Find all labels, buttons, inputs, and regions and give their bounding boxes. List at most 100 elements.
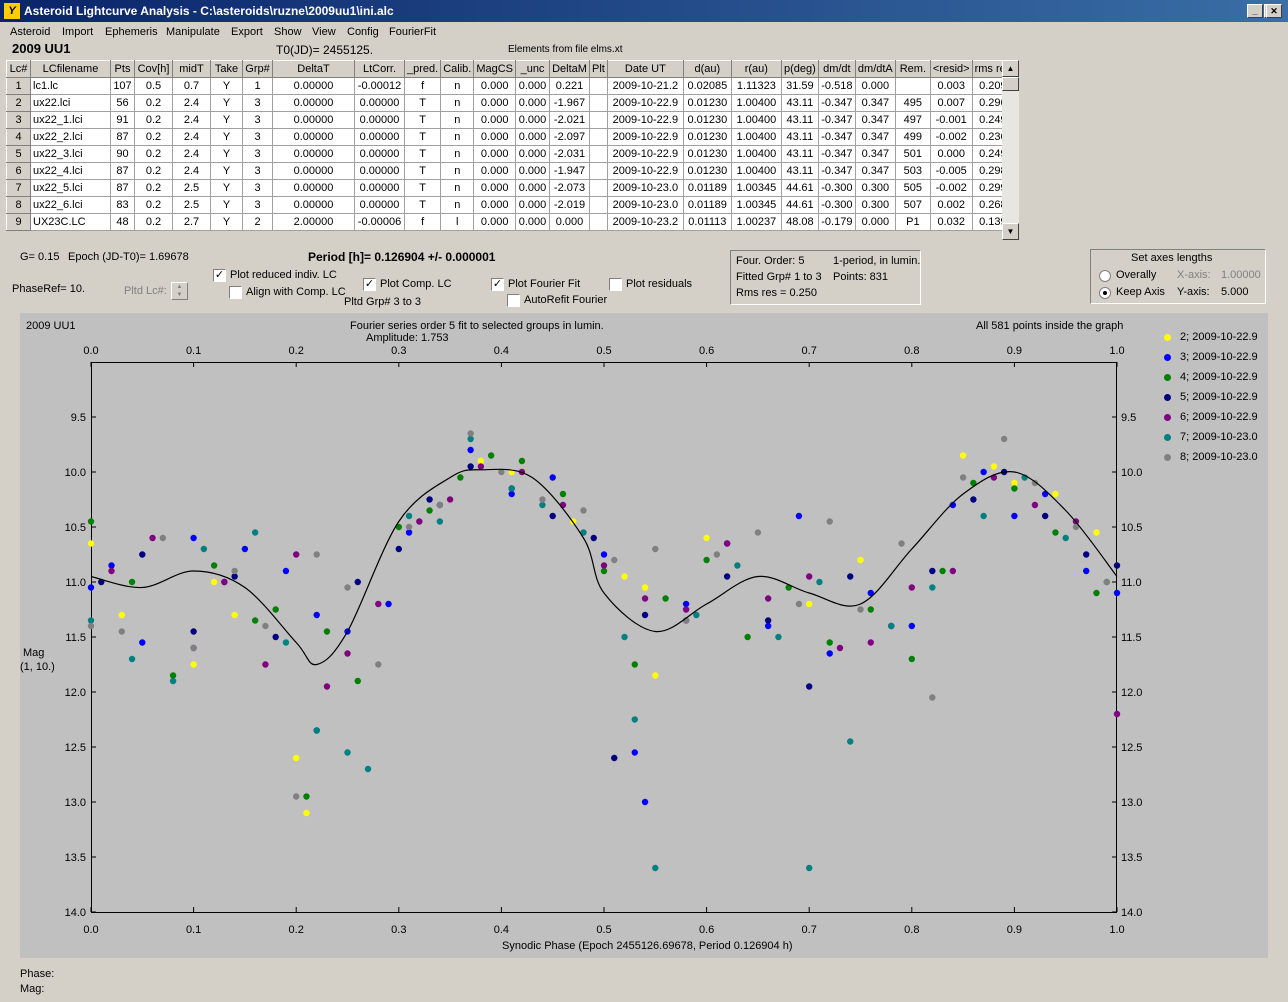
column-header[interactable]: <resid> bbox=[929, 60, 973, 78]
table-cell[interactable]: 43.11 bbox=[780, 162, 819, 180]
lightcurve-table[interactable]: Lc# LCfilename Pts Cov[h] midT Take Grp# DeltaT… bbox=[6, 60, 1015, 231]
column-header[interactable]: LtCorr. bbox=[354, 60, 405, 78]
overally-radio[interactable] bbox=[1099, 270, 1111, 282]
table-scrollbar[interactable]: ▲ ▼ bbox=[1002, 60, 1019, 240]
table-cell[interactable]: 0.032 bbox=[929, 213, 973, 231]
close-button[interactable]: ✕ bbox=[1266, 4, 1282, 18]
column-header[interactable]: Take bbox=[210, 60, 243, 78]
scroll-up-icon[interactable]: ▲ bbox=[1002, 60, 1019, 77]
menu-export[interactable]: Export bbox=[231, 26, 263, 38]
scroll-thumb[interactable] bbox=[1002, 77, 1019, 91]
keep-axis-radio[interactable] bbox=[1099, 287, 1111, 299]
table-cell[interactable]: 501 bbox=[894, 145, 931, 163]
table-cell[interactable]: 0.000 bbox=[549, 213, 591, 231]
table-cell[interactable]: T bbox=[403, 196, 442, 214]
table-cell[interactable]: 1.00400 bbox=[730, 94, 782, 112]
table-cell[interactable]: 2.4 bbox=[172, 111, 211, 129]
table-cell[interactable]: f bbox=[403, 213, 442, 231]
table-cell[interactable]: 2 bbox=[242, 213, 273, 231]
table-cell[interactable]: 0.2 bbox=[134, 94, 173, 112]
column-header[interactable]: r(au) bbox=[730, 60, 782, 78]
x-axis-value[interactable]: 1.00000 bbox=[1221, 269, 1261, 281]
column-header[interactable]: Plt bbox=[589, 60, 608, 78]
column-header[interactable]: DeltaM bbox=[549, 60, 591, 78]
plot-residuals-checkbox[interactable] bbox=[609, 278, 622, 291]
table-cell[interactable]: 0.00000 bbox=[272, 77, 355, 95]
table-cell[interactable]: 0.00000 bbox=[354, 162, 405, 180]
plot-fourier-checkbox[interactable]: ✓ bbox=[491, 278, 504, 291]
column-header[interactable]: Grp# bbox=[242, 60, 273, 78]
table-cell[interactable]: 0.01189 bbox=[682, 196, 732, 214]
table-cell[interactable]: l bbox=[440, 213, 475, 231]
table-cell[interactable]: 0.000 bbox=[473, 111, 517, 129]
table-cell[interactable]: 0.2 bbox=[134, 162, 173, 180]
table-row[interactable]: 9 UX23C.LC 48 0.2 2.7 Y 2 2.00000 -0.00006 f l 0.00… bbox=[6, 213, 1015, 231]
table-cell[interactable]: 499 bbox=[894, 128, 931, 146]
menu-manipulate[interactable]: Manipulate bbox=[166, 26, 220, 38]
column-header[interactable]: p(deg) bbox=[780, 60, 819, 78]
table-cell[interactable]: 0.2 bbox=[134, 213, 173, 231]
table-cell[interactable]: 2009-10-23.2 bbox=[606, 213, 684, 231]
menu-fourierfit[interactable]: FourierFit bbox=[389, 26, 437, 38]
table-cell[interactable]: 503 bbox=[894, 162, 931, 180]
table-row[interactable]: 1 lc1.lc 107 0.5 0.7 Y 1 0.00000 -0.00012 f n 0.000… bbox=[6, 77, 1015, 95]
pltd-lc-spinner[interactable]: ▲ ▼ bbox=[171, 282, 188, 300]
table-cell[interactable]: 0.000 bbox=[929, 145, 973, 163]
table-cell[interactable]: 0.300 bbox=[854, 196, 896, 214]
autorefit-checkbox[interactable] bbox=[507, 294, 520, 307]
table-cell[interactable]: -0.347 bbox=[817, 162, 856, 180]
table-cell[interactable]: 0.00000 bbox=[272, 111, 355, 129]
menu-view[interactable]: View bbox=[312, 26, 336, 38]
table-cell[interactable]: ux22_4.lci bbox=[30, 162, 111, 180]
table-cell[interactable]: 0.347 bbox=[854, 128, 896, 146]
plot-comp-checkbox[interactable]: ✓ bbox=[363, 278, 376, 291]
table-cell[interactable]: -0.005 bbox=[929, 162, 973, 180]
align-comp-checkbox[interactable] bbox=[229, 286, 242, 299]
menu-config[interactable]: Config bbox=[347, 26, 379, 38]
column-header[interactable]: _unc bbox=[515, 60, 551, 78]
table-cell[interactable]: 2009-10-23.0 bbox=[606, 179, 684, 197]
table-cell[interactable]: 1.00237 bbox=[730, 213, 782, 231]
menu-asteroid[interactable]: Asteroid bbox=[10, 26, 51, 38]
table-cell[interactable]: 0.00000 bbox=[354, 196, 405, 214]
table-cell[interactable]: 0.000 bbox=[473, 162, 517, 180]
table-cell[interactable]: n bbox=[440, 94, 475, 112]
scroll-down-icon[interactable]: ▼ bbox=[1002, 223, 1019, 240]
table-cell[interactable]: 2009-10-22.9 bbox=[606, 145, 684, 163]
plot-reduced-checkbox[interactable]: ✓ bbox=[213, 269, 226, 282]
row-header[interactable]: 6 bbox=[6, 162, 31, 180]
table-cell[interactable]: 0.000 bbox=[473, 179, 517, 197]
column-header[interactable]: Calib. bbox=[440, 60, 475, 78]
table-cell[interactable]: 2.00000 bbox=[272, 213, 355, 231]
table-cell[interactable]: -0.00006 bbox=[354, 213, 405, 231]
table-cell[interactable]: 0.000 bbox=[854, 77, 896, 95]
table-cell[interactable]: 0.01230 bbox=[682, 162, 732, 180]
y-axis-value[interactable]: 5.000 bbox=[1221, 286, 1249, 298]
table-cell[interactable]: 0.00000 bbox=[272, 162, 355, 180]
table-cell[interactable]: 2.7 bbox=[172, 213, 211, 231]
table-cell[interactable]: 0.00000 bbox=[354, 94, 405, 112]
column-header[interactable]: Cov[h] bbox=[134, 60, 173, 78]
column-header[interactable]: d(au) bbox=[682, 60, 732, 78]
table-cell[interactable]: 0.000 bbox=[515, 213, 551, 231]
table-cell[interactable]: -0.347 bbox=[817, 145, 856, 163]
table-cell[interactable]: -1.967 bbox=[549, 94, 591, 112]
menu-show[interactable]: Show bbox=[274, 26, 302, 38]
table-cell[interactable]: 2009-10-22.9 bbox=[606, 162, 684, 180]
table-cell[interactable]: -0.300 bbox=[817, 179, 856, 197]
table-cell[interactable]: 1.00400 bbox=[730, 145, 782, 163]
table-cell[interactable]: -0.002 bbox=[929, 128, 973, 146]
table-cell[interactable]: 0.347 bbox=[854, 111, 896, 129]
table-cell[interactable]: 91 bbox=[110, 111, 135, 129]
table-cell[interactable]: 497 bbox=[894, 111, 931, 129]
table-cell[interactable]: -2.097 bbox=[549, 128, 591, 146]
table-cell[interactable]: lc1.lc bbox=[30, 77, 111, 95]
plot-area[interactable] bbox=[91, 362, 1117, 913]
menu-import[interactable]: Import bbox=[62, 26, 94, 38]
table-cell[interactable]: 48 bbox=[110, 213, 135, 231]
table-cell[interactable]: 505 bbox=[894, 179, 931, 197]
